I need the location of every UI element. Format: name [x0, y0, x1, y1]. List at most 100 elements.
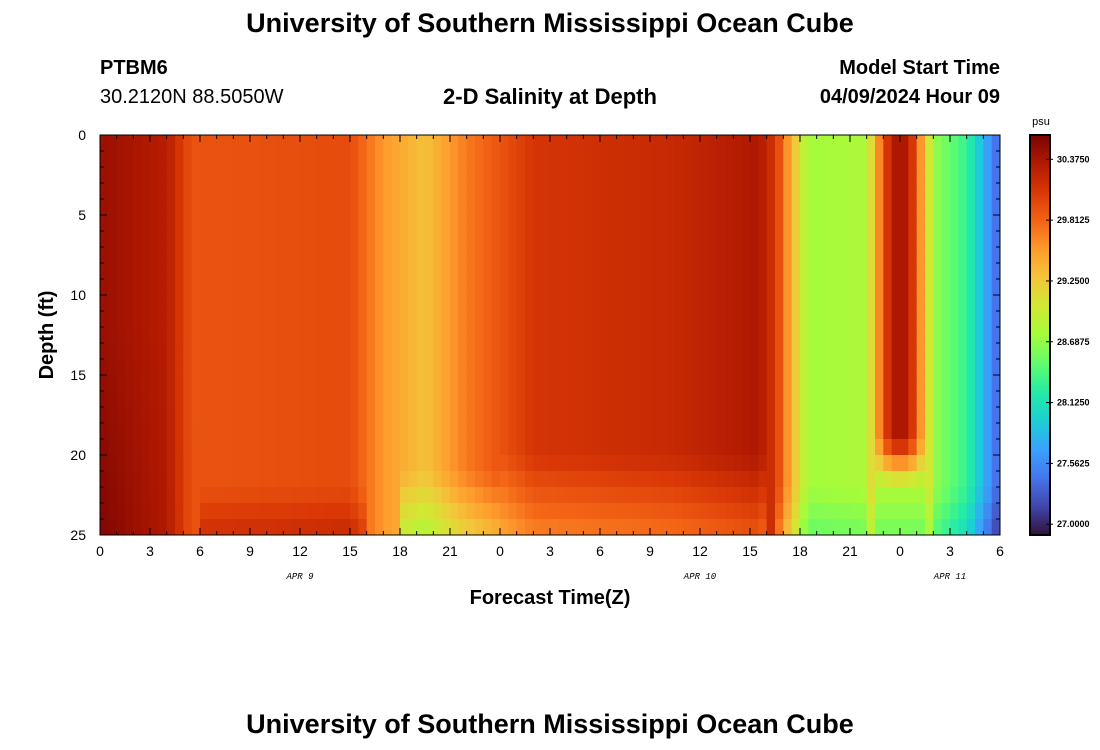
heatmap-cell	[291, 471, 301, 488]
heatmap-cell	[516, 167, 526, 184]
heatmap-cell	[508, 263, 518, 280]
heatmap-cell	[233, 455, 243, 472]
x-tick-label: 15	[742, 543, 758, 559]
heatmap-cell	[958, 247, 968, 264]
heatmap-cell	[441, 487, 451, 504]
heatmap-cell	[525, 343, 534, 360]
heatmap-cell	[433, 167, 443, 184]
heatmap-cell	[658, 407, 668, 424]
heatmap-cell	[750, 215, 759, 232]
heatmap-cell	[266, 311, 276, 328]
heatmap-cell	[350, 439, 359, 456]
heatmap-cell	[341, 231, 351, 248]
heatmap-cell	[991, 183, 1001, 200]
heatmap-cell	[150, 279, 159, 296]
heatmap-cell	[408, 375, 418, 392]
heatmap-cell	[850, 183, 859, 200]
heatmap-cell	[700, 407, 709, 424]
heatmap-cell	[133, 215, 143, 232]
heatmap-cell	[200, 183, 209, 200]
heatmap-cell	[150, 359, 159, 376]
heatmap-cell	[575, 439, 584, 456]
heatmap-cell	[675, 503, 684, 520]
heatmap-cell	[941, 343, 951, 360]
heatmap-cell	[741, 183, 751, 200]
heatmap-cell	[900, 439, 909, 456]
heatmap-cell	[333, 439, 343, 456]
heatmap-cell	[183, 135, 193, 152]
heatmap-cell	[933, 135, 943, 152]
heatmap-cell	[191, 183, 201, 200]
heatmap-cell	[483, 407, 493, 424]
heatmap-cell	[491, 295, 501, 312]
heatmap-cell	[333, 487, 343, 504]
heatmap-cell	[733, 199, 743, 216]
heatmap-cell	[541, 263, 551, 280]
heatmap-cell	[858, 439, 868, 456]
heatmap-cell	[958, 295, 968, 312]
heatmap-cell	[133, 183, 143, 200]
heatmap-cell	[600, 471, 609, 488]
heatmap-cell	[658, 263, 668, 280]
heatmap-cell	[750, 279, 759, 296]
heatmap-cell	[225, 247, 234, 264]
heatmap-cell	[850, 231, 859, 248]
heatmap-cell	[366, 407, 376, 424]
heatmap-cell	[275, 391, 284, 408]
heatmap-cell	[900, 391, 909, 408]
heatmap-cell	[700, 311, 709, 328]
heatmap-cell	[658, 471, 668, 488]
heatmap-cell	[908, 199, 918, 216]
heatmap-cell	[958, 439, 968, 456]
heatmap-cell	[116, 231, 126, 248]
heatmap-cell	[875, 167, 884, 184]
heatmap-cell	[591, 503, 601, 520]
heatmap-cell	[908, 327, 918, 344]
x-tick-label: 6	[996, 543, 1004, 559]
heatmap-cell	[650, 279, 659, 296]
heatmap-cell	[950, 503, 959, 520]
heatmap-cell	[841, 503, 851, 520]
heatmap-cell	[916, 183, 926, 200]
heatmap-cell	[691, 167, 701, 184]
heatmap-cell	[366, 423, 376, 440]
heatmap-cell	[266, 519, 276, 536]
heatmap-cell	[825, 519, 834, 536]
heatmap-cell	[933, 199, 943, 216]
heatmap-cell	[708, 151, 718, 168]
heatmap-cell	[691, 503, 701, 520]
heatmap-cell	[966, 199, 976, 216]
heatmap-cell	[900, 359, 909, 376]
heatmap-cell	[225, 327, 234, 344]
heatmap-cell	[375, 295, 384, 312]
heatmap-cell	[450, 439, 459, 456]
heatmap-cell	[233, 327, 243, 344]
heatmap-cell	[141, 487, 151, 504]
heatmap-cell	[500, 231, 509, 248]
heatmap-cell	[708, 519, 718, 536]
heatmap-cell	[783, 471, 793, 488]
heatmap-cell	[975, 343, 984, 360]
heatmap-cell	[350, 359, 359, 376]
heatmap-cell	[400, 311, 409, 328]
heatmap-cell	[816, 407, 826, 424]
heatmap-cell	[158, 311, 168, 328]
heatmap-cell	[875, 407, 884, 424]
heatmap-cell	[758, 519, 768, 536]
heatmap-cell	[141, 519, 151, 536]
heatmap-cell	[833, 135, 843, 152]
heatmap-cell	[291, 343, 301, 360]
heatmap-cell	[925, 183, 934, 200]
heatmap-cell	[633, 439, 643, 456]
heatmap-cell	[750, 327, 759, 344]
heatmap-cell	[183, 471, 193, 488]
heatmap-cell	[183, 423, 193, 440]
heatmap-cell	[850, 487, 859, 504]
x-tick-label: 0	[96, 543, 104, 559]
x-tick-label: 21	[842, 543, 858, 559]
heatmap-cell	[716, 375, 726, 392]
heatmap-cell	[633, 199, 643, 216]
heatmap-cell	[358, 167, 368, 184]
heatmap-cell	[550, 263, 559, 280]
heatmap-cell	[491, 407, 501, 424]
